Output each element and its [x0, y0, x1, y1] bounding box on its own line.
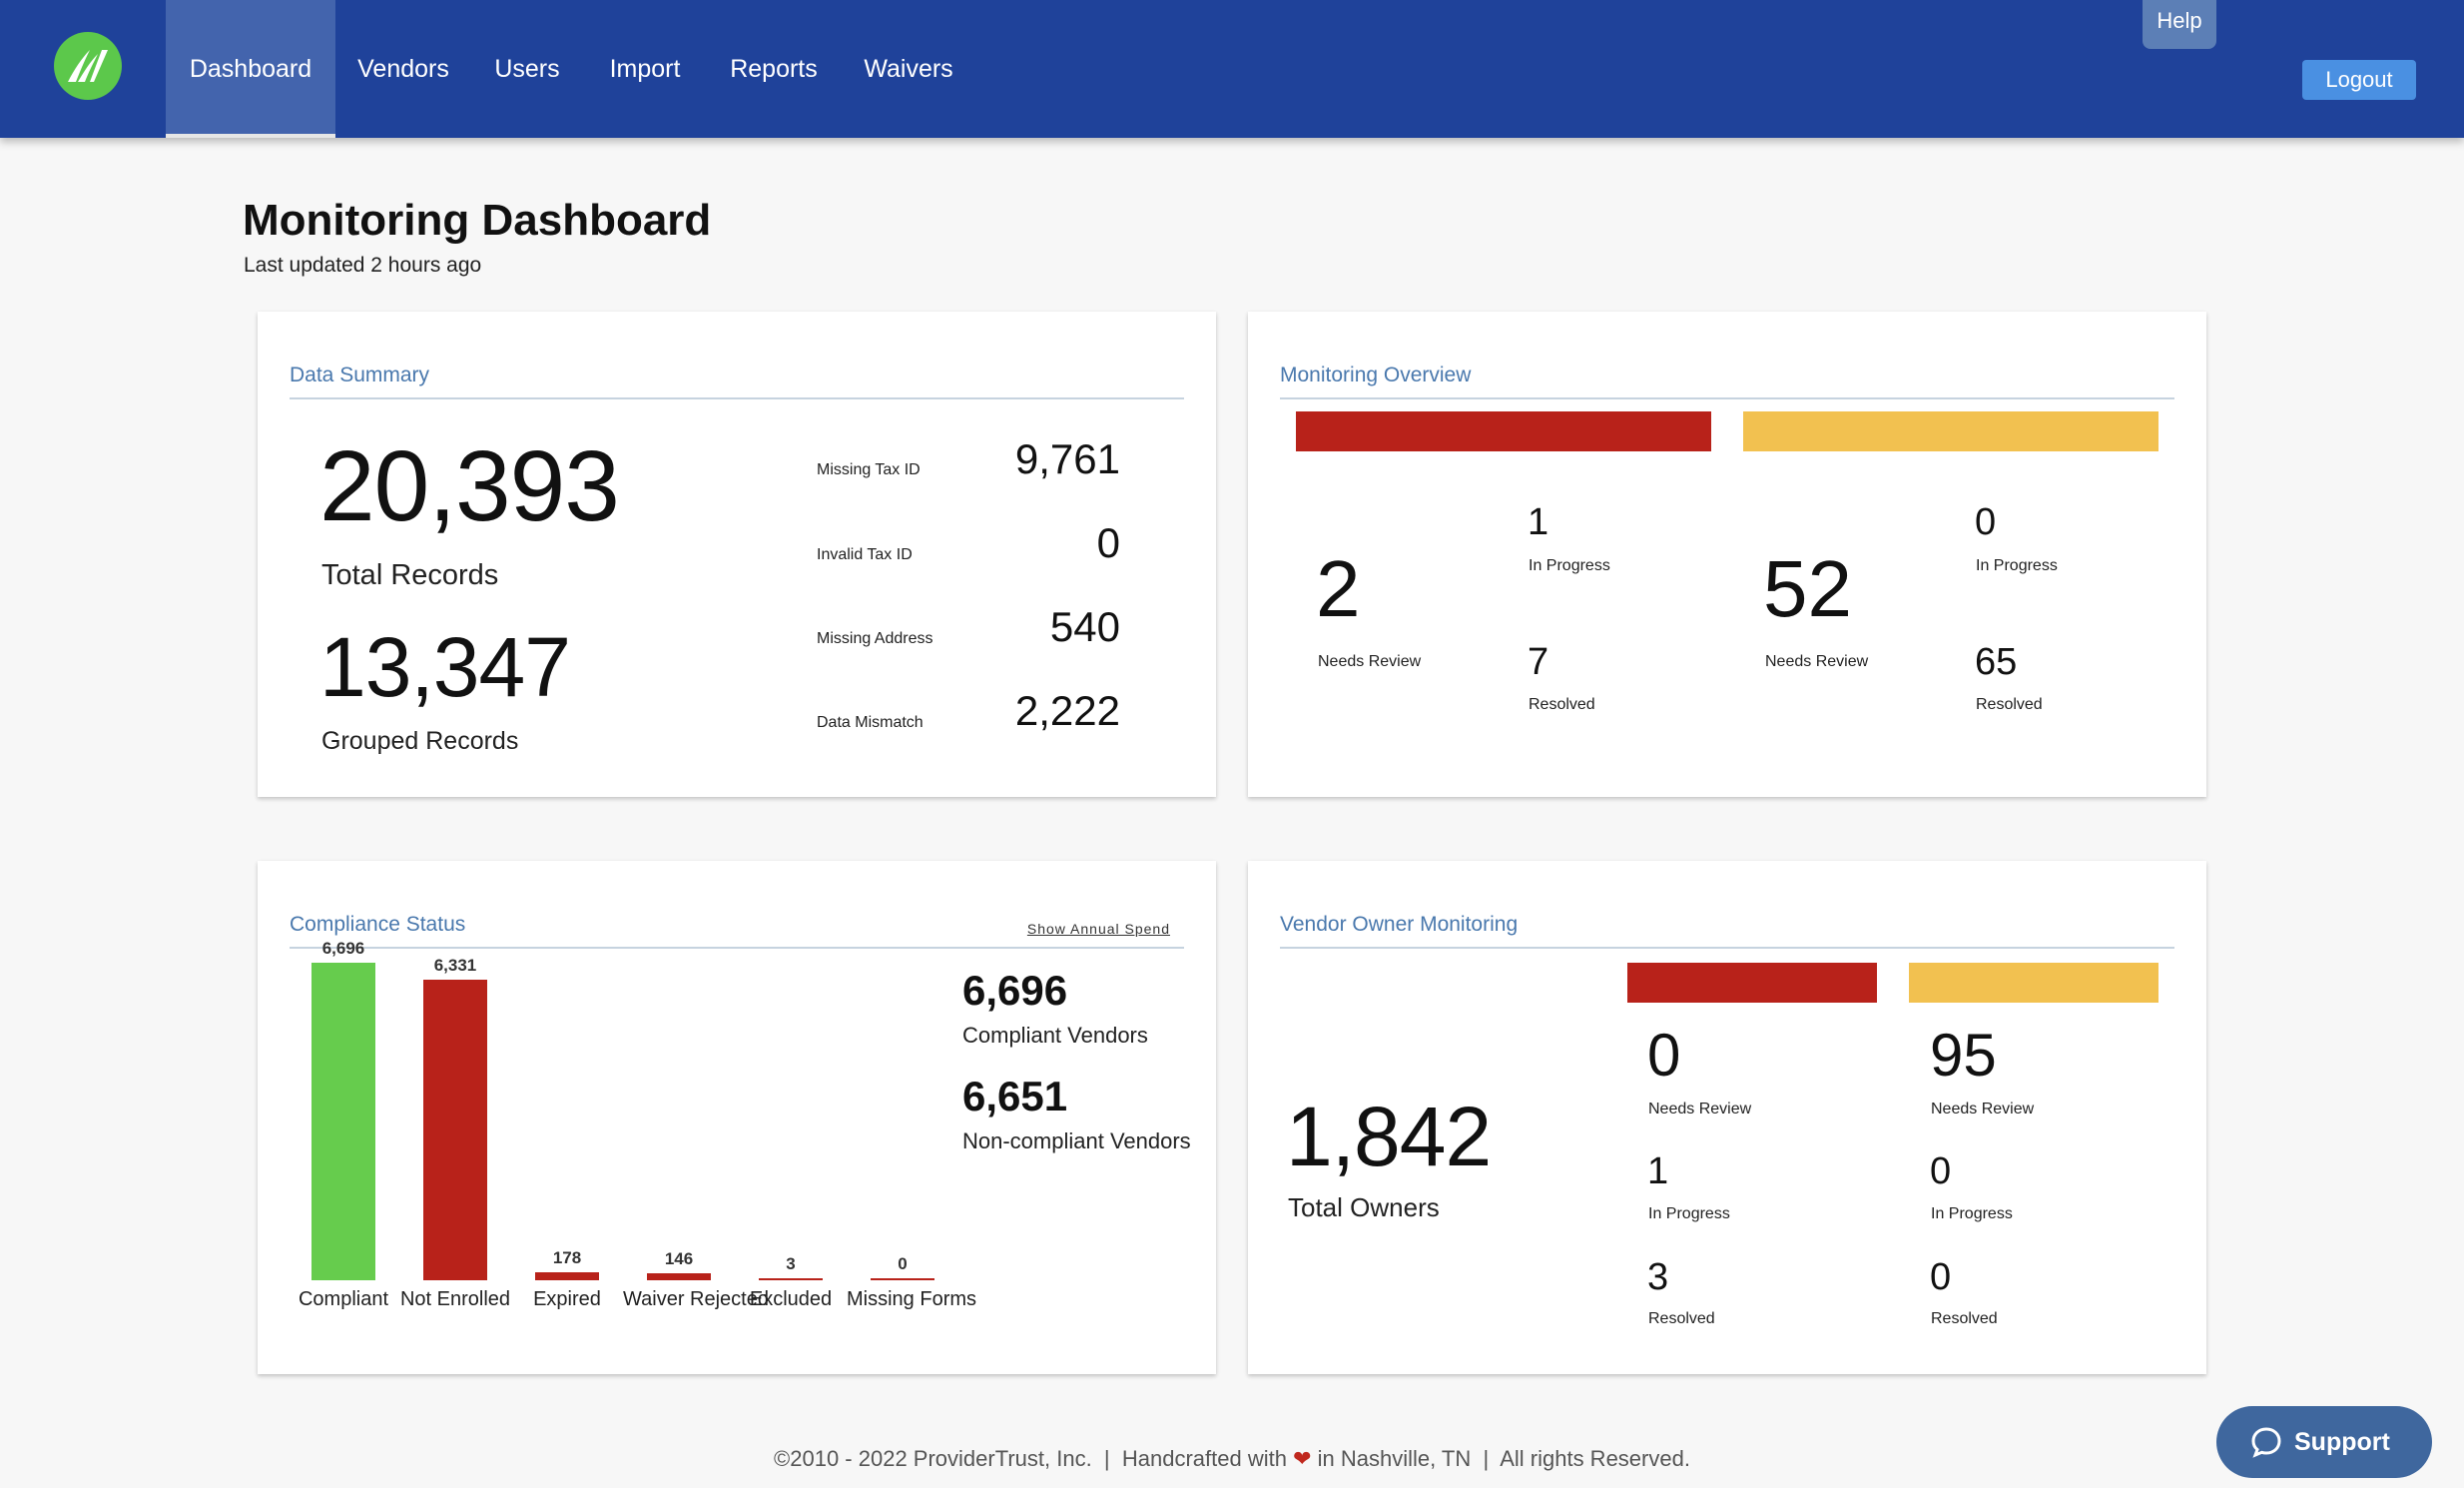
needs-review-value: 95 — [1930, 1022, 1997, 1089]
needs-review-value: 52 — [1763, 544, 1852, 633]
chart-category-label: Excluded — [749, 1288, 833, 1310]
issue-label: Invalid Tax ID — [817, 546, 913, 563]
grouped-records-value: 13,347 — [319, 620, 571, 714]
chart-data-label: 0 — [898, 1254, 908, 1273]
resolved-value: 7 — [1528, 641, 1549, 683]
chart-bar — [759, 1278, 823, 1280]
issue-value: 2,222 — [1014, 687, 1120, 734]
page-title: Monitoring Dashboard — [243, 196, 712, 245]
issue-value: 0 — [1096, 519, 1120, 566]
issue-label: Missing Tax ID — [817, 461, 921, 478]
needs-review-label: Needs Review — [1648, 1101, 1752, 1117]
in-progress-value: 1 — [1528, 501, 1549, 543]
in-progress-label: In Progress — [1648, 1205, 1730, 1222]
nav-users[interactable]: Users — [494, 55, 560, 83]
chart-data-label: 6,696 — [321, 939, 365, 958]
vendor-owner-monitoring-card: Vendor Owner Monitoring 1,842 Total Owne… — [1248, 861, 2206, 1374]
chart-bar — [535, 1272, 599, 1280]
monitoring-overview-card: Monitoring Overview 2 Needs Review 1 In … — [1248, 312, 2206, 797]
chart-category-label: Missing Forms — [847, 1288, 977, 1310]
noncompliant-vendors-label: Non-compliant Vendors — [962, 1128, 1191, 1153]
issue-label: Data Mismatch — [817, 714, 924, 731]
needs-review-value: 0 — [1647, 1022, 1681, 1089]
card-title: Compliance Status — [290, 913, 466, 936]
footer: ©2010 - 2022 ProviderTrust, Inc. | Handc… — [0, 1446, 2464, 1472]
nav-import[interactable]: Import — [609, 55, 681, 83]
last-updated-text: Last updated 2 hours ago — [244, 254, 482, 277]
logout-button[interactable]: Logout — [2302, 60, 2416, 100]
in-progress-value: 1 — [1647, 1150, 1669, 1192]
resolved-label: Resolved — [1529, 696, 1595, 713]
resolved-label: Resolved — [1976, 696, 2043, 713]
card-header: Data Summary — [290, 352, 1184, 399]
show-annual-spend-link[interactable]: Show Annual Spend — [1026, 921, 1170, 937]
card-header: Monitoring Overview — [1280, 352, 2174, 399]
severity-bar-yellow — [1743, 411, 2158, 451]
total-records-label: Total Records — [321, 559, 499, 591]
card-header: Vendor Owner Monitoring — [1280, 901, 2174, 949]
resolved-value: 65 — [1975, 641, 2018, 683]
top-nav-bar: Dashboard Vendors Users Import Reports W… — [0, 0, 2464, 138]
footer-text-suffix: in Nashville, TN | All rights Reserved. — [1311, 1446, 1690, 1471]
chat-bubble-icon — [2251, 1427, 2281, 1458]
severity-bar-red — [1627, 963, 1877, 1003]
card-header: Compliance Status Show Annual Spend — [290, 901, 1184, 949]
issue-value: 9,761 — [1014, 435, 1120, 482]
card-title: Monitoring Overview — [1280, 364, 1472, 386]
resolved-value: 0 — [1930, 1256, 1952, 1298]
total-records-value: 20,393 — [319, 430, 620, 542]
grouped-records-label: Grouped Records — [321, 727, 519, 755]
nav-reports[interactable]: Reports — [730, 55, 818, 83]
in-progress-label: In Progress — [1976, 557, 2058, 574]
in-progress-value: 0 — [1930, 1150, 1952, 1192]
needs-review-label: Needs Review — [1931, 1101, 2035, 1117]
footer-text-prefix: ©2010 - 2022 ProviderTrust, Inc. | Handc… — [774, 1446, 1294, 1471]
total-owners-value: 1,842 — [1286, 1090, 1492, 1183]
help-button[interactable]: Help — [2143, 0, 2216, 49]
resolved-label: Resolved — [1648, 1310, 1715, 1327]
logo-icon[interactable] — [54, 32, 122, 100]
chart-data-label: 146 — [664, 1249, 694, 1268]
issue-value: 540 — [1049, 603, 1120, 650]
in-progress-value: 0 — [1975, 501, 1997, 543]
data-summary-card: Data Summary 20,393 Total Records 13,347… — [258, 312, 1216, 797]
chart-category-label: Waiver Rejected — [623, 1288, 769, 1310]
needs-review-value: 2 — [1316, 544, 1361, 633]
chart-bar — [647, 1273, 711, 1280]
chart-category-label: Not Enrolled — [399, 1288, 511, 1310]
chart-data-label: 3 — [786, 1254, 796, 1273]
nav-dashboard[interactable]: Dashboard — [166, 0, 335, 138]
nav-waivers[interactable]: Waivers — [864, 55, 953, 83]
total-owners-label: Total Owners — [1288, 1192, 1440, 1222]
chart-bar — [423, 980, 487, 1280]
card-title: Data Summary — [290, 364, 430, 386]
chart-data-label: 178 — [552, 1248, 582, 1267]
card-title: Vendor Owner Monitoring — [1280, 913, 1519, 936]
severity-bar-red — [1296, 411, 1711, 451]
in-progress-label: In Progress — [1529, 557, 1610, 574]
in-progress-label: In Progress — [1931, 1205, 2013, 1222]
chart-data-label: 6,331 — [433, 956, 477, 975]
chart-bar — [311, 963, 375, 1280]
compliance-bar-chart: 6,696 Compliant 6,331 Not Enrolled 178 Expire… — [288, 939, 976, 1340]
chart-bar — [871, 1278, 934, 1280]
noncompliant-vendors-value: 6,651 — [962, 1073, 1068, 1119]
heart-icon: ❤ — [1293, 1446, 1312, 1471]
compliant-vendors-label: Compliant Vendors — [962, 1023, 1148, 1048]
chart-category-label: Compliant — [298, 1288, 389, 1310]
support-label: Support — [2294, 1428, 2390, 1456]
resolved-label: Resolved — [1931, 1310, 1998, 1327]
issue-label: Missing Address — [817, 630, 933, 647]
compliant-vendors-value: 6,696 — [962, 967, 1068, 1014]
severity-bar-yellow — [1909, 963, 2158, 1003]
resolved-value: 3 — [1647, 1256, 1669, 1298]
chart-category-label: Expired — [533, 1288, 601, 1310]
needs-review-label: Needs Review — [1765, 653, 1869, 670]
support-button[interactable]: Support — [2216, 1406, 2432, 1478]
needs-review-label: Needs Review — [1318, 653, 1422, 670]
nav-vendors[interactable]: Vendors — [357, 55, 449, 83]
compliance-status-card: Compliance Status Show Annual Spend 6,69… — [258, 861, 1216, 1374]
